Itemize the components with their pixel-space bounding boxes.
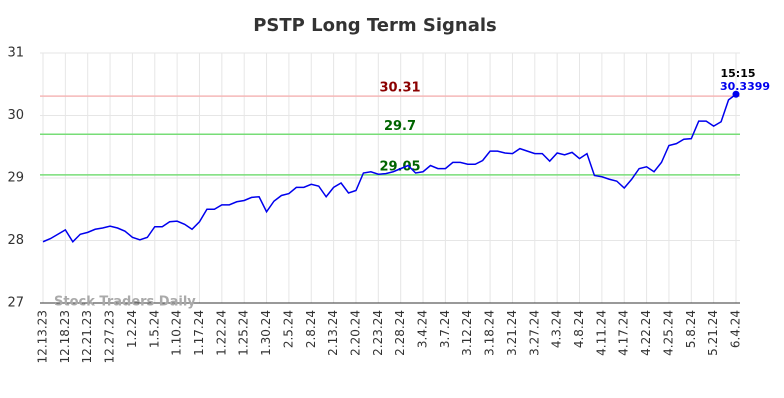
last-point	[732, 90, 740, 98]
x-tick-label: 1.10.24	[170, 310, 184, 356]
x-tick-label: 3.7.24	[438, 310, 452, 348]
y-tick-label: 30	[7, 108, 24, 123]
x-tick-label: 12.18.23	[58, 310, 72, 363]
x-tick-label: 3.27.24	[527, 310, 541, 356]
x-tick-label: 2.28.24	[393, 310, 407, 356]
last-time: 15:15	[720, 67, 755, 80]
x-tick-label: 4.22.24	[639, 310, 653, 356]
x-tick-label: 12.21.23	[80, 310, 94, 363]
x-tick-label: 2.23.24	[371, 310, 385, 356]
x-tick-label: 1.2.24	[125, 310, 139, 348]
x-tick-label: 1.30.24	[259, 310, 273, 356]
x-tick-label: 2.20.24	[348, 310, 362, 356]
chart-title: PSTP Long Term Signals	[253, 15, 497, 36]
x-tick-label: 4.25.24	[661, 310, 675, 356]
y-tick-label: 31	[7, 46, 24, 61]
x-tick-label: 5.21.24	[706, 310, 720, 356]
signal-label: 29.7	[384, 119, 416, 134]
y-tick-label: 27	[7, 296, 24, 311]
x-tick-label: 1.22.24	[214, 310, 228, 356]
x-tick-label: 2.5.24	[281, 310, 295, 348]
x-tick-label: 3.4.24	[416, 310, 430, 348]
x-tick-label: 4.3.24	[550, 310, 564, 348]
price-line	[42, 93, 737, 243]
x-tick-label: 3.21.24	[505, 310, 519, 356]
x-tick-label: 1.17.24	[192, 310, 206, 356]
x-tick-label: 12.27.23	[103, 310, 117, 363]
x-tick-label: 5.8.24	[684, 310, 698, 348]
x-tick-label: 2.8.24	[304, 310, 318, 348]
x-tick-label: 3.12.24	[460, 310, 474, 356]
watermark: Stock Traders Daily	[54, 295, 196, 310]
x-tick-label: 6.4.24	[729, 310, 743, 348]
y-tick-label: 28	[7, 233, 24, 248]
signal-label: 29.05	[379, 159, 420, 174]
x-tick-label: 1.25.24	[237, 310, 251, 356]
x-tick-label: 4.17.24	[617, 310, 631, 356]
x-tick-label: 12.13.23	[36, 310, 50, 363]
x-tick-label: 3.18.24	[483, 310, 497, 356]
x-tick-label: 4.8.24	[572, 310, 586, 348]
x-tick-label: 2.13.24	[326, 310, 340, 356]
x-tick-label: 4.11.24	[594, 310, 608, 356]
x-tick-label: 1.5.24	[147, 310, 161, 348]
signal-label: 30.31	[379, 81, 420, 96]
last-value: 30.3399	[720, 80, 770, 93]
y-tick-label: 29	[7, 171, 24, 186]
